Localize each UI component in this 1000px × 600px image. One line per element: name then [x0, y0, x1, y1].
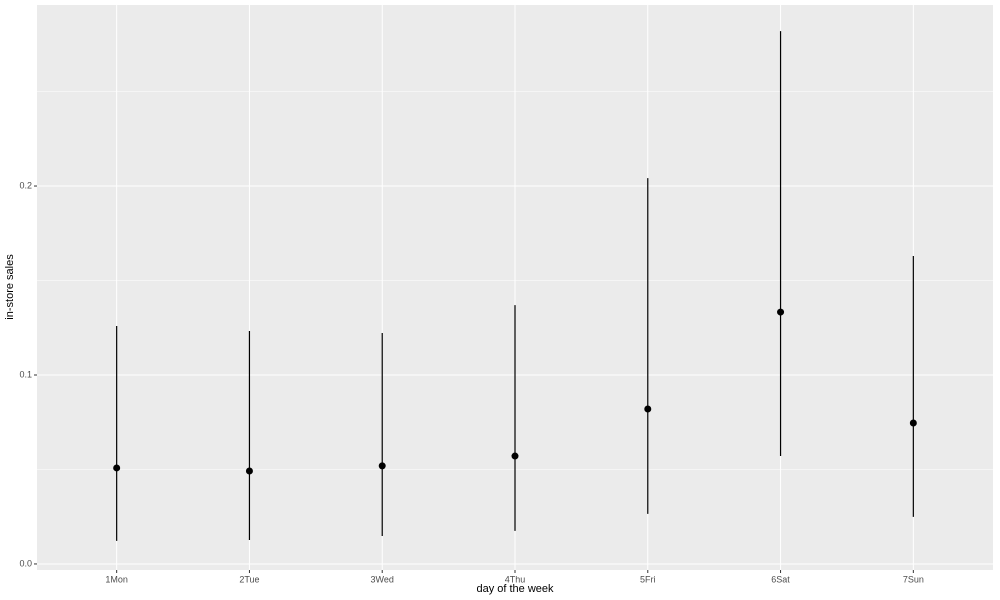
x-tick-label: 2Tue — [239, 574, 259, 584]
point — [511, 452, 519, 460]
x-tick-label: 4Thu — [505, 574, 526, 584]
x-tick-label: 3Wed — [371, 574, 394, 584]
y-axis-title: in-store sales — [4, 254, 16, 320]
point — [378, 462, 386, 470]
x-axis-title: day of the week — [476, 583, 554, 595]
y-tick-label: 0.0 — [19, 558, 32, 568]
point — [909, 419, 917, 427]
x-tick-label: 1Mon — [105, 574, 128, 584]
y-tick-label: 0.2 — [19, 180, 32, 190]
point — [245, 467, 253, 475]
x-tick-label: 7Sun — [903, 574, 924, 584]
y-tick-label: 0.1 — [19, 369, 32, 379]
point — [777, 308, 785, 316]
point — [644, 405, 652, 413]
x-tick-label: 5Fri — [640, 574, 656, 584]
point — [113, 464, 121, 472]
x-tick-label: 6Sat — [771, 574, 790, 584]
